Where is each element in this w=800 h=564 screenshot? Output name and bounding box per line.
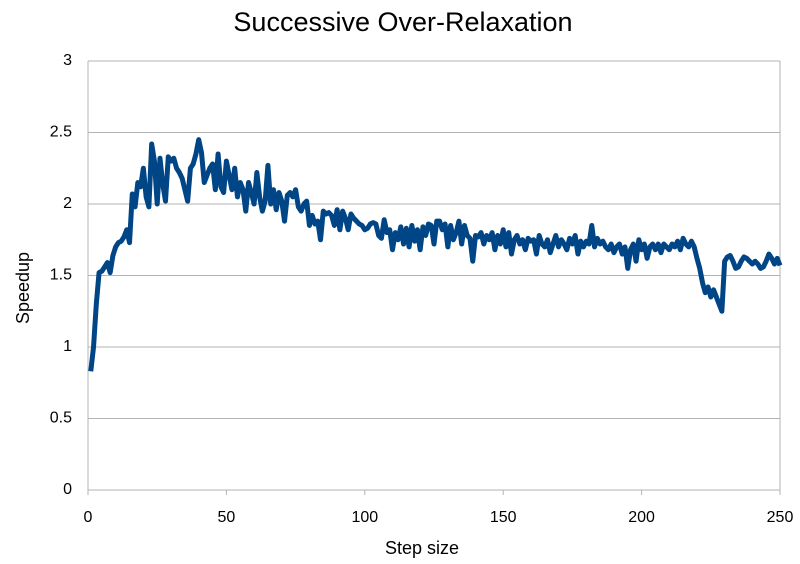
- chart-title: Successive Over-Relaxation: [233, 7, 572, 37]
- y-tick-label: 0.5: [50, 410, 72, 427]
- y-tick-label: 1.5: [50, 267, 72, 284]
- x-axis-title: Step size: [385, 538, 459, 558]
- y-tick-label: 2: [63, 195, 72, 212]
- data-line: [88, 137, 783, 372]
- x-tick-label: 0: [84, 509, 93, 526]
- y-tick-label: 3: [63, 52, 72, 69]
- x-tick-label: 50: [218, 509, 236, 526]
- x-tick-label: 200: [628, 509, 655, 526]
- y-tick-label: 2.5: [50, 124, 72, 141]
- y-axis-title: Speedup: [13, 252, 33, 324]
- x-tick-label: 100: [351, 509, 378, 526]
- y-tick-label: 0: [63, 481, 72, 498]
- y-tick-label: 1: [63, 338, 72, 355]
- x-tick-label: 250: [767, 509, 794, 526]
- x-tick-label: 150: [490, 509, 517, 526]
